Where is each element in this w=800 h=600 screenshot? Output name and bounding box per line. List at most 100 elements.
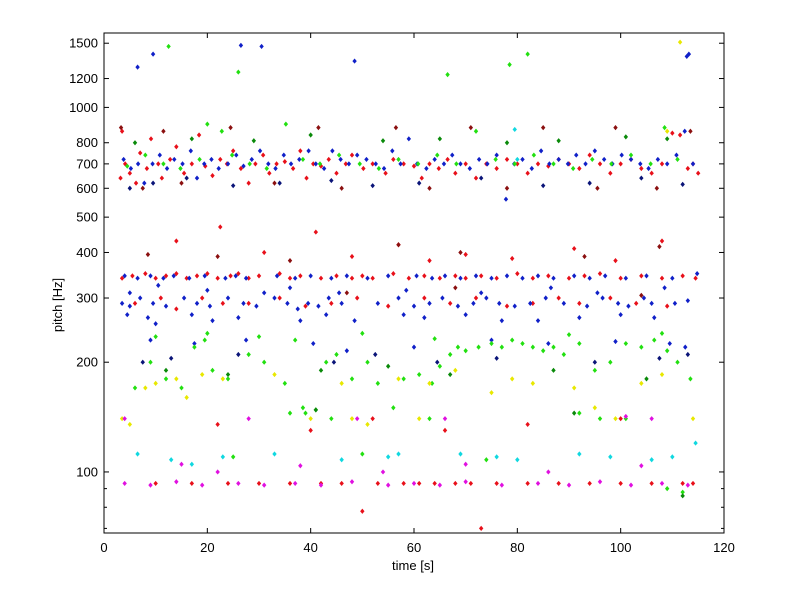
data-point-darkgreen <box>664 136 670 142</box>
data-point-red <box>525 480 530 487</box>
data-point-red <box>587 152 592 158</box>
data-point-blue <box>274 273 280 279</box>
data-point-darkblue <box>587 180 592 186</box>
data-point-red <box>618 161 623 167</box>
data-point-red <box>260 152 266 158</box>
data-point-blue <box>241 163 246 169</box>
data-point-red <box>427 161 432 167</box>
data-point-red <box>199 295 205 301</box>
data-point-red <box>298 148 303 154</box>
data-point-cyan <box>135 451 140 457</box>
data-point-red <box>664 303 670 309</box>
data-point-blue <box>236 315 241 321</box>
data-point-red <box>238 165 244 172</box>
data-point-red <box>329 300 334 306</box>
data-point-blue <box>385 273 391 279</box>
data-point-blue <box>344 273 350 279</box>
data-point-green <box>493 156 498 163</box>
data-point-green <box>531 152 537 158</box>
data-point-blue <box>308 273 313 279</box>
data-point-blue <box>667 340 672 347</box>
data-point-green <box>484 457 489 463</box>
data-point-magenta <box>298 463 303 469</box>
data-point-blue <box>205 287 210 293</box>
data-point-blue <box>672 300 678 306</box>
data-point-green <box>236 69 241 75</box>
data-point-darkblue <box>236 351 241 358</box>
data-point-green <box>264 165 269 172</box>
data-point-red <box>277 271 282 277</box>
data-point-blue <box>655 156 661 163</box>
data-point-yellow <box>174 376 179 382</box>
data-point-darkblue <box>168 355 174 361</box>
data-point-blue <box>404 287 409 293</box>
data-point-red <box>639 273 644 279</box>
data-point-blue <box>602 273 608 279</box>
data-point-green <box>230 454 236 460</box>
data-point-red <box>422 295 427 301</box>
data-point-blue <box>623 275 629 281</box>
data-point-red <box>220 300 226 306</box>
data-point-red <box>205 271 210 277</box>
data-point-yellow <box>396 376 401 382</box>
data-point-red <box>509 255 515 262</box>
data-point-darkred <box>613 125 618 131</box>
data-point-red <box>318 275 324 281</box>
data-point-cyan <box>189 461 195 467</box>
data-point-darkblue <box>685 351 691 358</box>
data-point-green <box>229 152 235 158</box>
data-point-blue <box>288 161 294 167</box>
data-point-darkgreen <box>313 407 319 413</box>
data-point-red <box>203 163 208 169</box>
data-point-blue <box>150 300 156 306</box>
data-point-blue <box>497 300 502 306</box>
y-tick-label: 1200 <box>69 71 98 86</box>
data-point-darkgreen <box>623 134 629 140</box>
data-point-red <box>436 165 441 172</box>
data-point-red <box>515 161 520 167</box>
data-point-green <box>597 416 603 422</box>
data-point-red <box>370 161 375 167</box>
data-point-red <box>189 161 195 167</box>
data-point-red <box>267 170 272 176</box>
data-point-red <box>546 163 551 169</box>
data-point-blue <box>601 156 607 163</box>
data-point-green <box>476 344 481 350</box>
data-point-blue <box>161 275 166 281</box>
data-point-cyan <box>220 454 226 460</box>
data-point-green <box>202 337 207 343</box>
data-point-darkred <box>468 125 474 131</box>
data-point-red <box>230 148 236 154</box>
data-point-green <box>401 376 406 382</box>
data-point-green <box>256 334 262 340</box>
data-point-red <box>194 273 200 279</box>
data-point-blue <box>450 152 455 158</box>
data-point-cyan <box>670 454 675 460</box>
data-point-red <box>419 175 424 181</box>
data-point-darkred <box>453 285 458 291</box>
x-tick-label: 80 <box>510 540 524 555</box>
data-point-yellow <box>127 421 133 428</box>
data-point-green <box>148 359 153 365</box>
data-point-green <box>675 156 680 163</box>
data-point-red <box>515 271 520 277</box>
data-point-red <box>144 165 150 172</box>
data-point-green <box>192 344 197 350</box>
data-point-blue <box>494 152 499 158</box>
x-tick-label: 60 <box>407 540 421 555</box>
data-point-darkred <box>540 125 546 131</box>
data-point-blue <box>305 300 311 306</box>
data-point-green <box>680 489 685 495</box>
data-point-blue <box>281 152 286 158</box>
data-point-blue <box>285 300 290 306</box>
data-point-green <box>540 348 546 354</box>
data-point-magenta <box>597 479 603 485</box>
data-point-yellow <box>571 385 577 391</box>
data-point-red <box>680 273 685 279</box>
data-point-blue <box>298 318 303 324</box>
data-point-red <box>133 180 139 186</box>
data-point-green <box>427 416 432 422</box>
data-point-red <box>525 170 530 176</box>
data-point-red <box>463 275 468 281</box>
data-point-green <box>210 367 215 373</box>
